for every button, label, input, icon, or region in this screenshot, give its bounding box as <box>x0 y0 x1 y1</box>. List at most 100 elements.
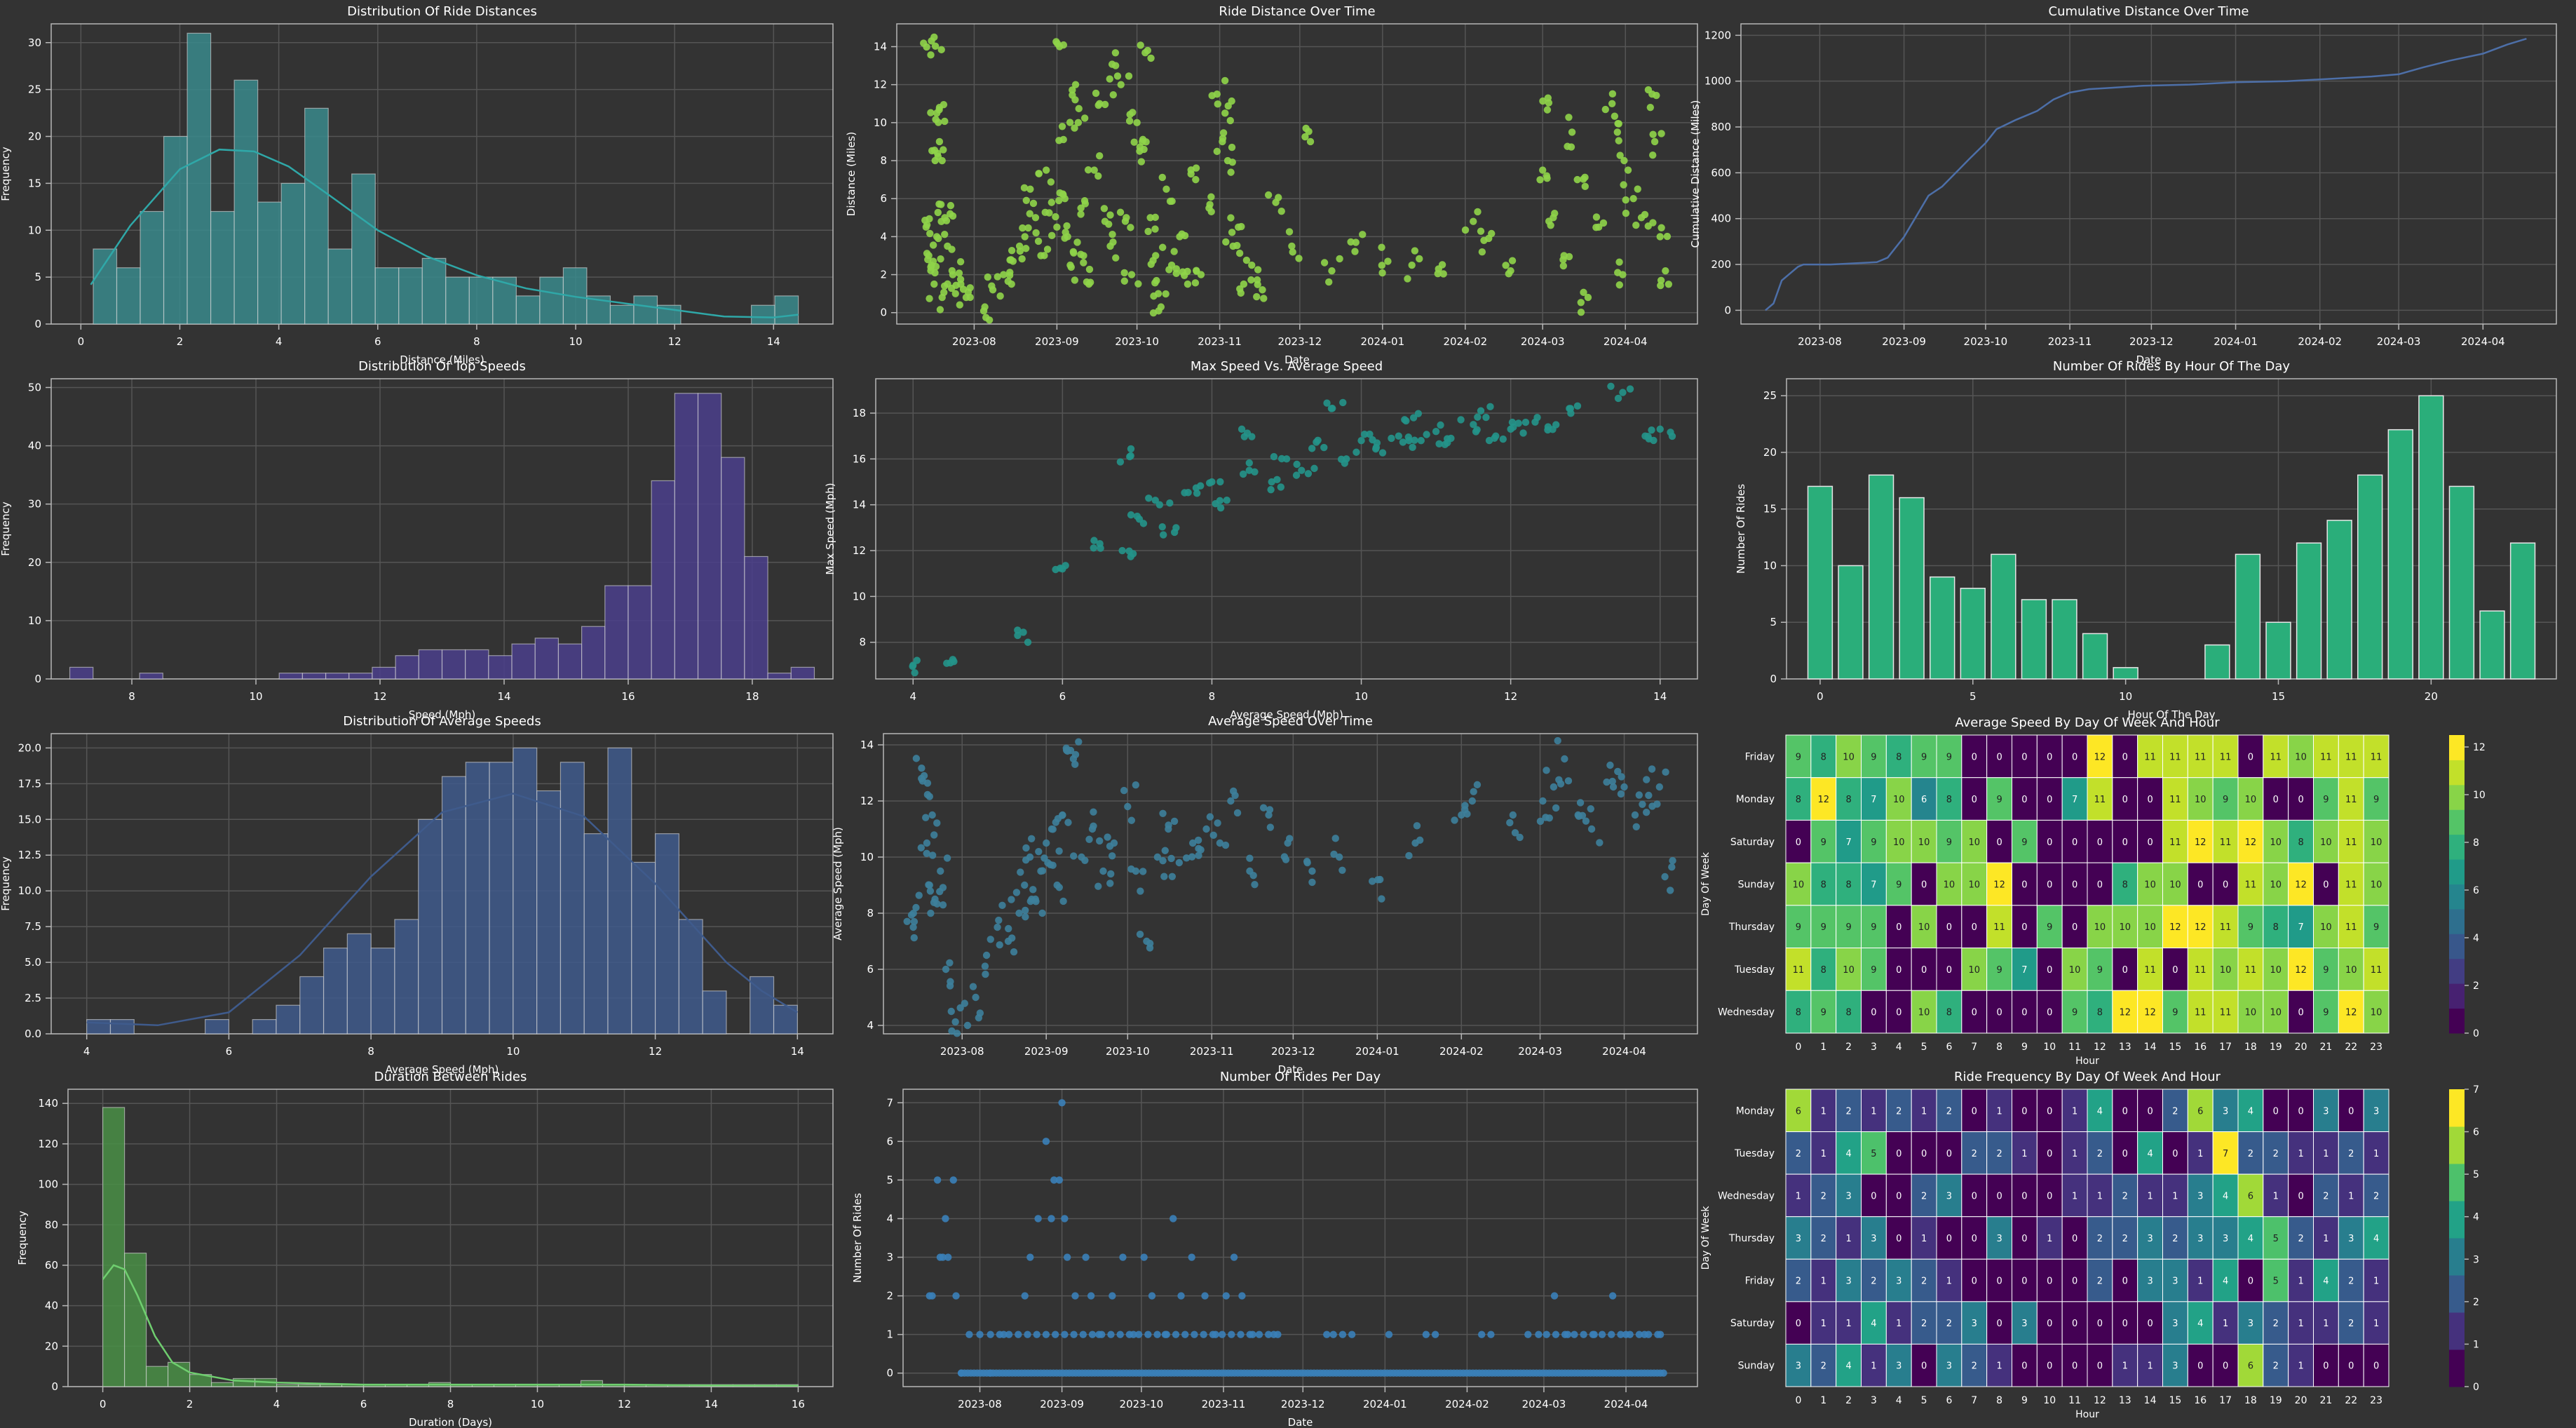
scatter-point <box>1046 861 1055 869</box>
scatter-point <box>1048 198 1055 206</box>
scatter-point <box>1100 205 1109 213</box>
heatmap-cell-value: 9 <box>2047 922 2052 933</box>
heatmap-cell-value: 2 <box>2348 1319 2354 1329</box>
scatter-point <box>1170 248 1178 255</box>
x-axis-label: Date <box>2136 353 2162 366</box>
heatmap-cell <box>1785 1173 1812 1218</box>
scatter-point <box>987 936 994 943</box>
scatter-point <box>1071 760 1079 769</box>
scatter-point <box>1109 1292 1116 1300</box>
heatmap-cell <box>2087 1343 2113 1387</box>
scatter-point <box>1411 436 1418 444</box>
y-tick-label: 5.0 <box>25 956 41 969</box>
heatmap-cell <box>2212 734 2239 779</box>
scatter-point <box>1587 805 1594 813</box>
scatter-point <box>1008 896 1015 903</box>
heatmap-cell <box>2288 1343 2314 1387</box>
heatmap-cell-value: 1 <box>2348 1191 2354 1201</box>
kde-curve <box>102 1264 799 1387</box>
heatmap-cell-value: 10 <box>1968 965 1980 976</box>
heatmap-cell <box>2187 1173 2214 1218</box>
scatter-point <box>1521 418 1530 426</box>
heatmap-cell-value: 10 <box>1968 880 1980 891</box>
chart-c11: 2023-08 2023-09 2023-10 2023-11 2023-12 2024-… <box>851 1070 1698 1428</box>
heatmap-cell <box>2061 777 2088 821</box>
scatter-point <box>909 662 916 671</box>
scatter-point <box>1206 813 1214 821</box>
heatmap-cell <box>2313 819 2339 863</box>
histogram-bar <box>750 304 775 325</box>
scatter-point <box>1665 281 1673 288</box>
heatmap-cell-value: 10 <box>2320 837 2332 848</box>
heatmap-cell-value: 3 <box>2323 1106 2328 1117</box>
histogram-bar <box>280 182 306 325</box>
scatter-point <box>1564 777 1573 785</box>
scatter-point <box>941 230 949 238</box>
scatter-point <box>1478 248 1486 256</box>
heatmap-cell-value: 9 <box>1946 752 1952 762</box>
histogram-bar <box>557 643 583 680</box>
y-tick-label: 100 <box>38 1178 58 1191</box>
heatmap-cell-value: 0 <box>1972 1191 1977 1201</box>
x-axis-label: Average Speed (Mph) <box>386 1063 499 1076</box>
y-axis-label: Number Of Rides <box>1735 484 1747 574</box>
heatmap-cell-value: 12 <box>2169 922 2181 933</box>
scatter-point <box>1533 413 1541 422</box>
scatter-point <box>1417 437 1425 445</box>
scatter-point <box>1266 806 1274 814</box>
scatter-point <box>1116 208 1125 216</box>
scatter-point <box>1314 436 1322 444</box>
heatmap-cell <box>1911 1301 1937 1345</box>
scatter-point <box>1550 783 1558 791</box>
scatter-point <box>1470 217 1477 225</box>
heatmap-cell-value: 10 <box>2069 965 2081 976</box>
scatter-point <box>907 911 916 919</box>
histogram-bar <box>633 295 658 325</box>
heatmap-cell-value: 2 <box>2273 1149 2279 1159</box>
scatter-point <box>1148 1292 1156 1300</box>
heatmap-cell-value: 0 <box>2047 1149 2052 1159</box>
plot-marks <box>1807 395 2536 680</box>
heatmap-cell-value: 8 <box>1946 1008 1952 1018</box>
plot-marks <box>102 1107 799 1387</box>
scatter-point <box>1228 1331 1235 1338</box>
heatmap-cell <box>2313 777 2339 821</box>
y-tick-label: 20 <box>45 1340 58 1352</box>
histogram-bar <box>139 673 163 680</box>
heatmap-cell-value: 0 <box>2147 1319 2153 1329</box>
heatmap-cell-value: 1 <box>1921 1106 1927 1117</box>
y-tick-label: 0 <box>34 318 41 330</box>
heatmap-cell-value: 1 <box>2298 1361 2303 1372</box>
x-tick-label: 12 <box>668 335 682 348</box>
scatter-point <box>1624 166 1632 174</box>
heatmap-cell <box>2162 819 2188 863</box>
scatter-point <box>1212 499 1219 508</box>
scatter-point <box>937 255 944 263</box>
histogram-bar <box>678 919 703 1035</box>
scatter-point <box>1308 867 1316 875</box>
scatter-point <box>1101 100 1109 109</box>
scatter-point <box>1107 870 1115 878</box>
scatter-point <box>1259 286 1266 294</box>
scatter-point <box>1077 250 1085 258</box>
scatter-point <box>1622 209 1630 217</box>
scatter-point <box>928 811 936 819</box>
scatter-point <box>1273 476 1281 483</box>
heatmap-cell <box>2087 1301 2113 1345</box>
scatter-point <box>1094 172 1102 180</box>
scatter-point <box>950 658 958 666</box>
scatter-point <box>1539 166 1547 174</box>
heatmap-cell <box>2237 1343 2264 1387</box>
scatter-point <box>1653 91 1660 100</box>
scatter-point <box>1499 435 1507 443</box>
heatmap-cell <box>1885 819 1912 863</box>
y-axis-label: Day Of Week <box>1700 851 1711 916</box>
scatter-point <box>1015 1331 1022 1338</box>
scatter-point <box>1106 842 1114 850</box>
scatter-point <box>955 269 963 277</box>
colorbar-segment <box>2449 834 2465 860</box>
scatter-point <box>1041 208 1049 217</box>
heatmap-cell-value: 8 <box>1796 1008 1801 1018</box>
scatter-point <box>1661 873 1669 881</box>
scatter-point <box>1133 119 1141 127</box>
